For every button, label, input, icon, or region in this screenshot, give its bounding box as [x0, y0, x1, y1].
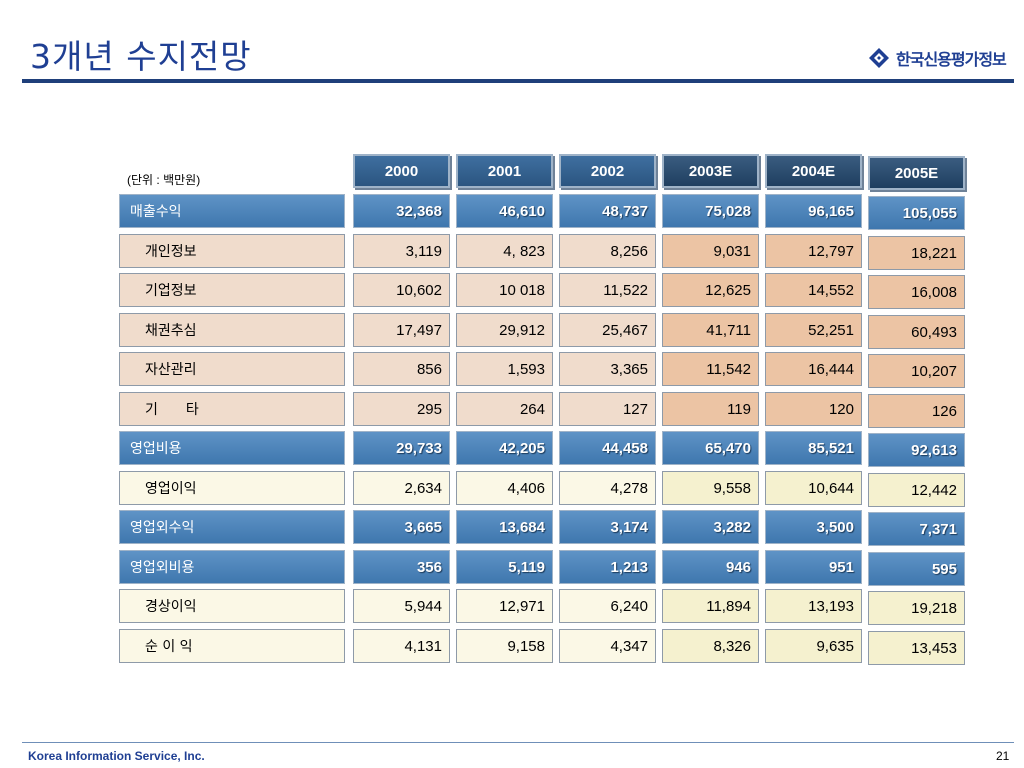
table-cell: 8,326: [662, 629, 759, 663]
footer-company: Korea Information Service, Inc.: [28, 749, 205, 763]
table-cell: 9,635: [765, 629, 862, 663]
page-title: 3개년 수지전망: [30, 37, 252, 76]
table-cell: 120: [765, 392, 862, 426]
diamond-logo-icon: [869, 48, 889, 68]
table-cell: 29,733: [353, 431, 450, 465]
table-cell: 1,213: [559, 550, 656, 584]
table-cell: 13,193: [765, 589, 862, 623]
table-cell: 14,552: [765, 273, 862, 307]
table-cell: 16,444: [765, 352, 862, 386]
table-cell: 16,008: [868, 275, 965, 309]
table-cell: 10,602: [353, 273, 450, 307]
table-cell: 12,971: [456, 589, 553, 623]
table-cell: 119: [662, 392, 759, 426]
table-cell: 5,944: [353, 589, 450, 623]
table-cell: 946: [662, 550, 759, 584]
column-header: 2002: [559, 154, 656, 188]
column-header: 2001: [456, 154, 553, 188]
table-cell: 11,522: [559, 273, 656, 307]
row-label: 기 타: [119, 392, 345, 426]
table-cell: 6,240: [559, 589, 656, 623]
table-cell: 264: [456, 392, 553, 426]
table-cell: 32,368: [353, 194, 450, 228]
table-cell: 9,558: [662, 471, 759, 505]
table-cell: 9,158: [456, 629, 553, 663]
table-cell: 3,174: [559, 510, 656, 544]
row-label: 경상이익: [119, 589, 345, 623]
row-label: 영업외비용: [119, 550, 345, 584]
table-cell: 85,521: [765, 431, 862, 465]
column-header: 2004E: [765, 154, 862, 188]
row-label: 영업이익: [119, 471, 345, 505]
table-cell: 295: [353, 392, 450, 426]
table-cell: 19,218: [868, 591, 965, 625]
table-cell: 7,371: [868, 512, 965, 546]
table-cell: 25,467: [559, 313, 656, 347]
table-cell: 4,131: [353, 629, 450, 663]
table-cell: 12,442: [868, 473, 965, 507]
table-cell: 2,634: [353, 471, 450, 505]
table-cell: 42,205: [456, 431, 553, 465]
table-cell: 75,028: [662, 194, 759, 228]
table-cell: 17,497: [353, 313, 450, 347]
row-label: 영업비용: [119, 431, 345, 465]
table-cell: 8,256: [559, 234, 656, 268]
table-cell: 3,282: [662, 510, 759, 544]
table-cell: 46,610: [456, 194, 553, 228]
table-cell: 29,912: [456, 313, 553, 347]
column-header: 2003E: [662, 154, 759, 188]
table-cell: 951: [765, 550, 862, 584]
page-number: 21: [996, 749, 1010, 763]
table-cell: 856: [353, 352, 450, 386]
table-cell: 3,500: [765, 510, 862, 544]
unit-label: (단위 : 백만원): [127, 173, 201, 187]
table-cell: 52,251: [765, 313, 862, 347]
row-label: 채권추심: [119, 313, 345, 347]
table-cell: 4,406: [456, 471, 553, 505]
table-cell: 44,458: [559, 431, 656, 465]
row-label: 매출수익: [119, 194, 345, 228]
row-label: 순 이 익: [119, 629, 345, 663]
column-header: 2005E: [868, 156, 965, 190]
table-cell: 48,737: [559, 194, 656, 228]
table-cell: 9,031: [662, 234, 759, 268]
row-label: 자산관리: [119, 352, 345, 386]
table-cell: 18,221: [868, 236, 965, 270]
table-cell: 10 018: [456, 273, 553, 307]
table-cell: 4, 823: [456, 234, 553, 268]
table-cell: 356: [353, 550, 450, 584]
table-cell: 5,119: [456, 550, 553, 584]
table-cell: 60,493: [868, 315, 965, 349]
table-cell: 3,119: [353, 234, 450, 268]
table-cell: 12,797: [765, 234, 862, 268]
table-cell: 126: [868, 394, 965, 428]
table-cell: 13,684: [456, 510, 553, 544]
table-cell: 3,365: [559, 352, 656, 386]
table-cell: 4,278: [559, 471, 656, 505]
table-cell: 12,625: [662, 273, 759, 307]
company-logo: 한국신용평가정보: [868, 44, 1007, 72]
table-cell: 3,665: [353, 510, 450, 544]
table-cell: 96,165: [765, 194, 862, 228]
logo-text: 한국신용평가정보: [896, 50, 1007, 69]
table-cell: 11,542: [662, 352, 759, 386]
table-cell: 92,613: [868, 433, 965, 467]
column-header: 2000: [353, 154, 450, 188]
table-cell: 13,453: [868, 631, 965, 665]
table-cell: 10,207: [868, 354, 965, 388]
row-label: 영업외수익: [119, 510, 345, 544]
table-cell: 1,593: [456, 352, 553, 386]
table-cell: 10,644: [765, 471, 862, 505]
title-divider: [22, 79, 1014, 83]
table-cell: 595: [868, 552, 965, 586]
table-cell: 127: [559, 392, 656, 426]
row-label: 기업정보: [119, 273, 345, 307]
table-cell: 4,347: [559, 629, 656, 663]
table-cell: 41,711: [662, 313, 759, 347]
row-label: 개인정보: [119, 234, 345, 268]
table-cell: 11,894: [662, 589, 759, 623]
footer-divider: [22, 742, 1014, 743]
table-cell: 105,055: [868, 196, 965, 230]
table-cell: 65,470: [662, 431, 759, 465]
